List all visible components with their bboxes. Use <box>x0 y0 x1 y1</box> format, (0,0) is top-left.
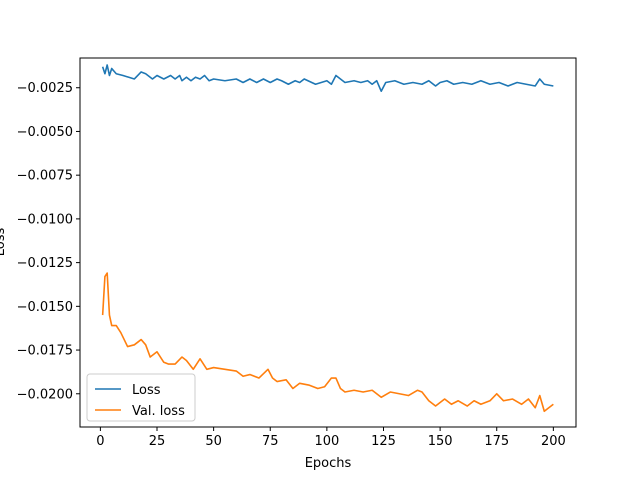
series-layer <box>101 64 554 413</box>
x-tick-label: 25 <box>149 434 166 449</box>
legend-label-loss: Loss <box>132 383 161 398</box>
y-axis-label: Loss <box>0 228 8 257</box>
y-tick-label: −0.0075 <box>17 169 73 184</box>
y-axis-ticks: −0.0025 −0.0050 −0.0075 −0.0100 −0.0125 −0.01… <box>17 81 80 402</box>
legend-label-val-loss: Val. loss <box>132 404 185 419</box>
x-axis-label: Epochs <box>305 456 352 471</box>
x-tick-label: 75 <box>262 434 279 449</box>
x-tick-label: 0 <box>96 434 104 449</box>
x-axis-ticks: 0 25 50 75 100 125 150 175 200 <box>96 427 566 449</box>
y-tick-label: −0.0025 <box>17 81 73 96</box>
x-tick-label: 125 <box>371 434 396 449</box>
y-tick-label: −0.0125 <box>17 256 73 271</box>
x-tick-label: 200 <box>541 434 566 449</box>
series-line-loss <box>101 64 554 93</box>
y-tick-label: −0.0100 <box>17 212 73 227</box>
y-tick-label: −0.0175 <box>17 344 73 359</box>
y-tick-label: −0.0200 <box>17 387 73 402</box>
x-tick-label: 150 <box>428 434 453 449</box>
x-tick-label: 175 <box>484 434 509 449</box>
x-tick-label: 50 <box>205 434 222 449</box>
y-tick-label: −0.0050 <box>17 125 73 140</box>
y-tick-label: −0.0150 <box>17 300 73 315</box>
x-tick-label: 100 <box>314 434 339 449</box>
plot-area <box>79 57 577 428</box>
legend: Loss Val. loss <box>86 373 196 422</box>
series-line-val-loss <box>101 272 554 413</box>
